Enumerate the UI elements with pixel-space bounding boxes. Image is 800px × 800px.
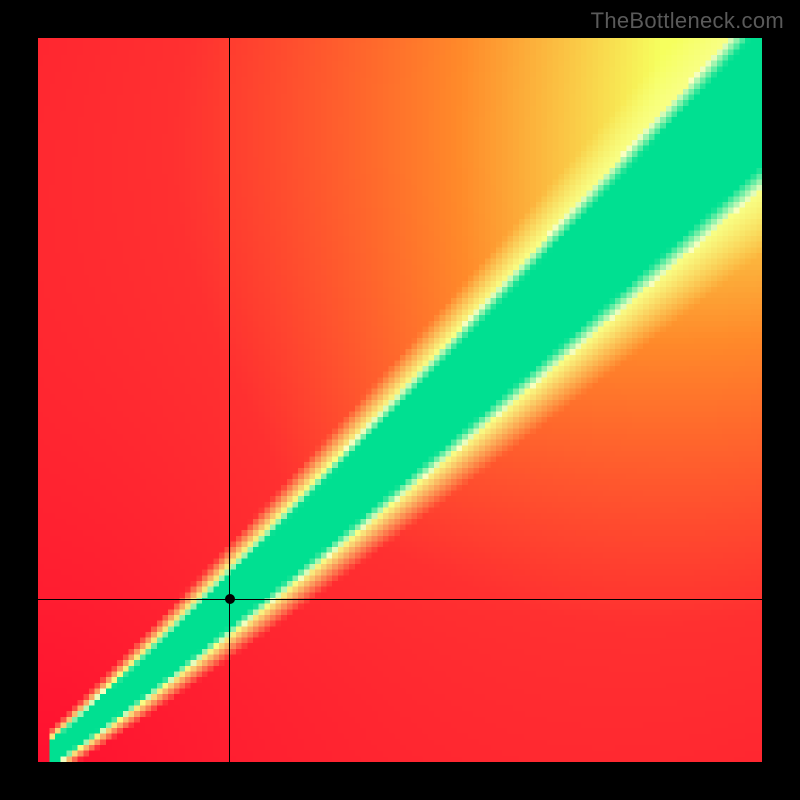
chart-frame: TheBottleneck.com <box>0 0 800 800</box>
heatmap-canvas <box>38 38 762 762</box>
watermark-text: TheBottleneck.com <box>591 8 784 34</box>
heatmap-plot <box>38 38 762 762</box>
crosshair-horizontal <box>38 599 762 600</box>
crosshair-dot <box>225 594 235 604</box>
crosshair-vertical <box>229 38 230 762</box>
